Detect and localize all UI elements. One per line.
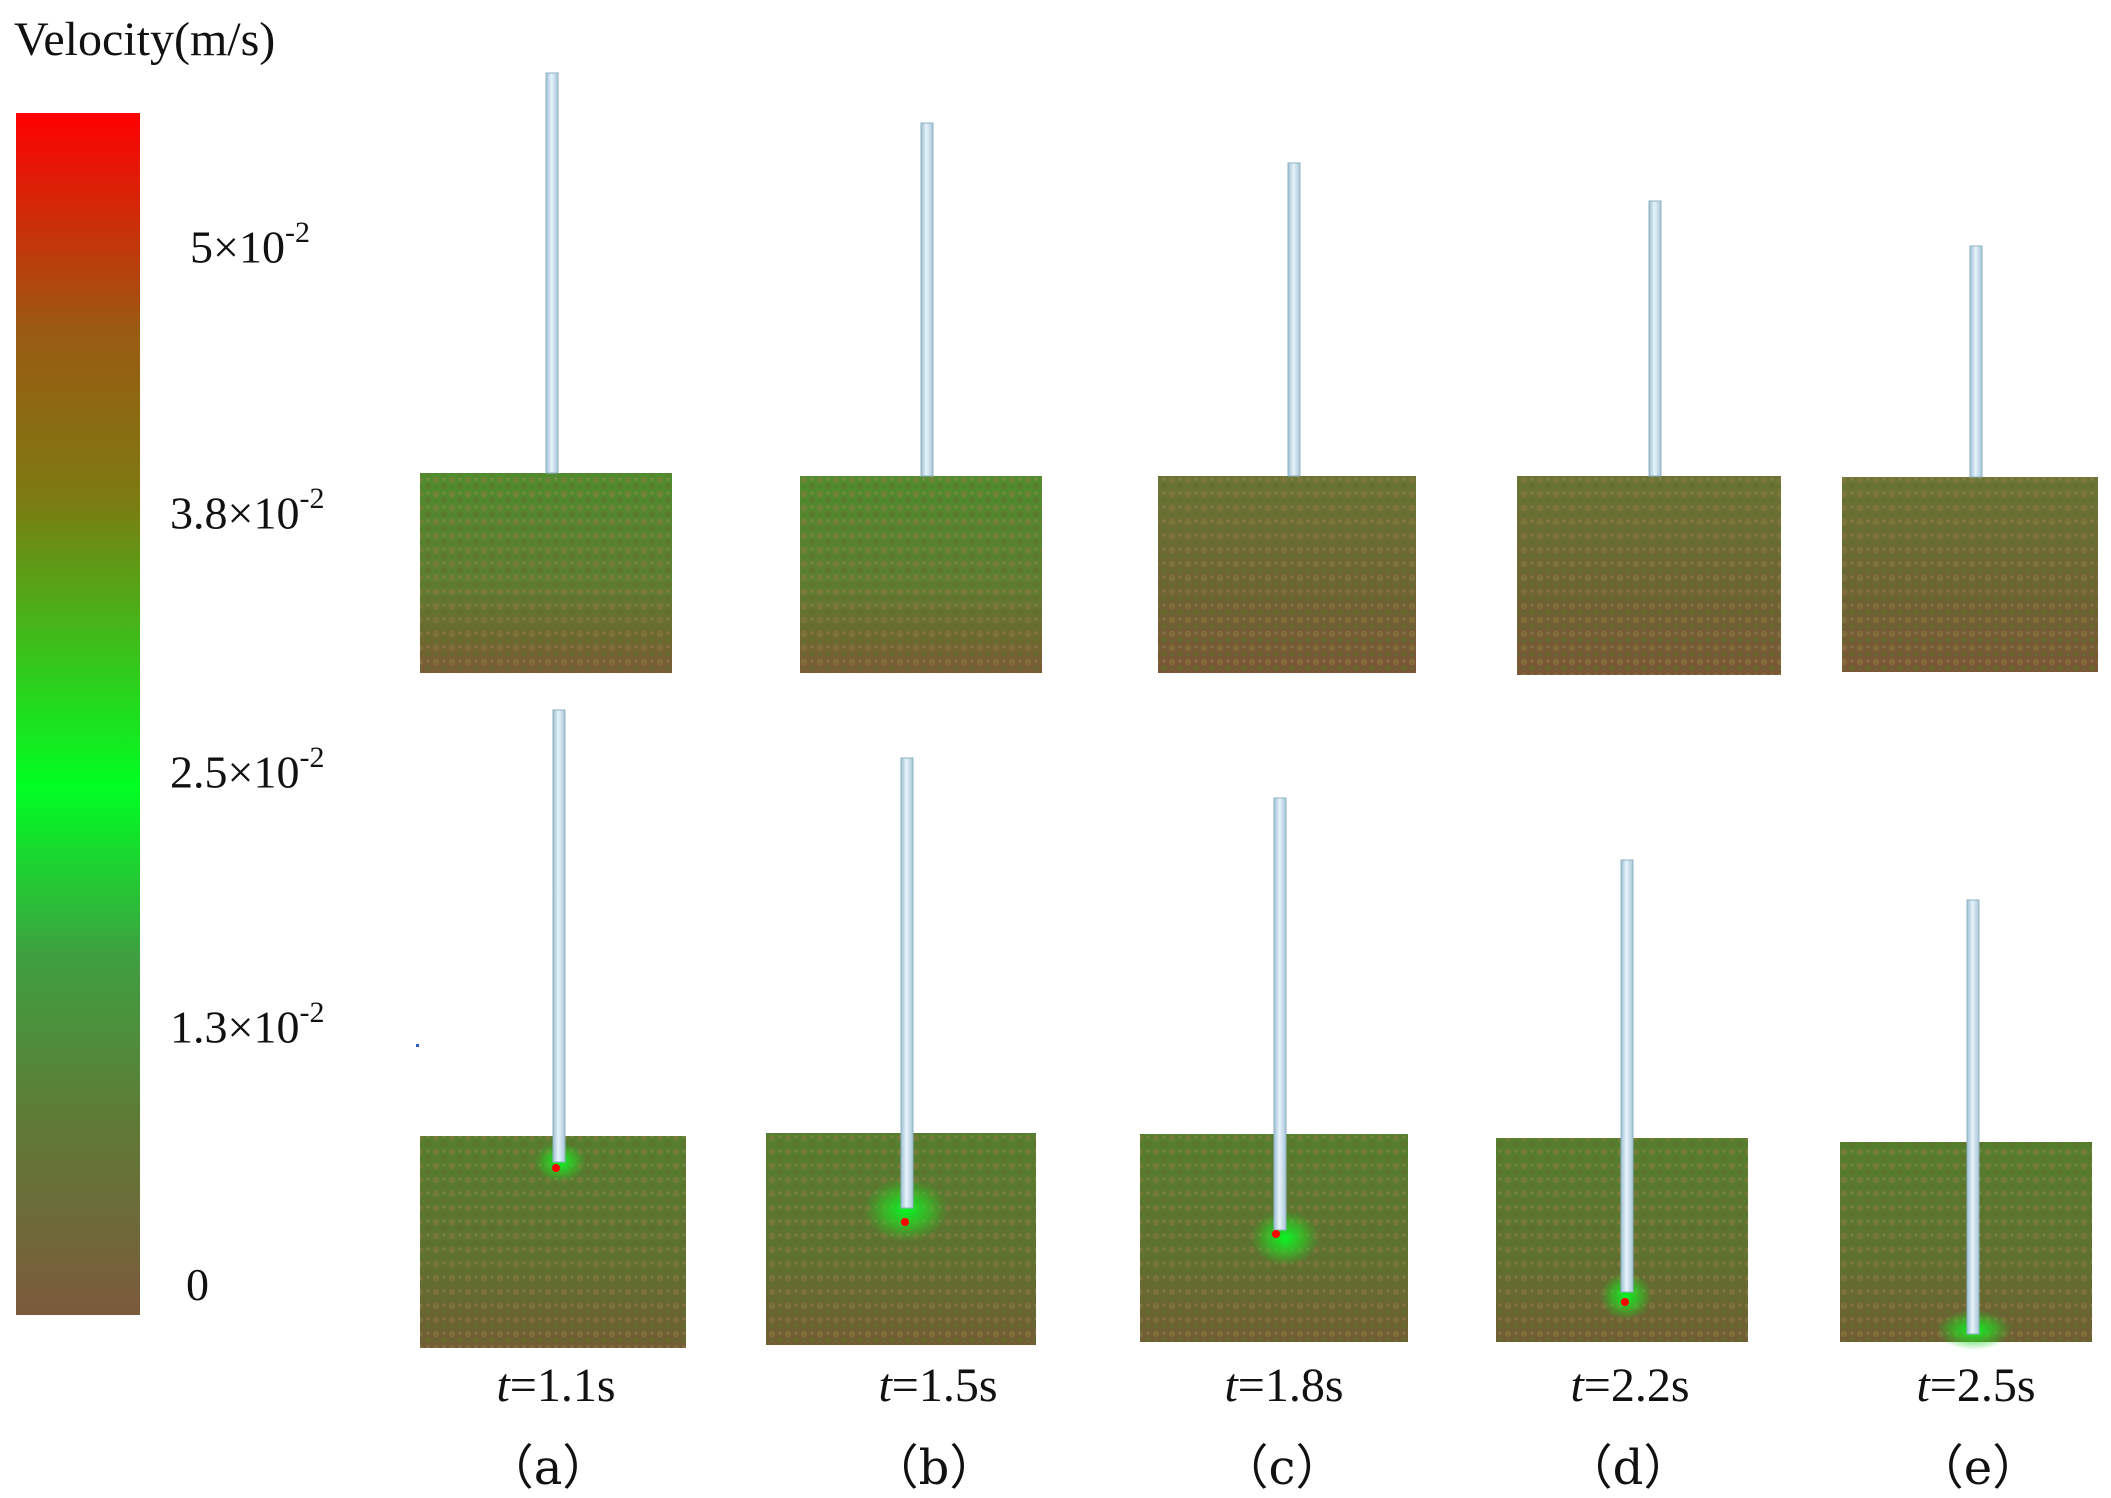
- time-label-c: t=1.8s: [1224, 1359, 1344, 1412]
- rod: [1969, 245, 1983, 478]
- legend-title: Velocity(m/s): [14, 13, 276, 66]
- peak-velocity-particle: [1621, 1298, 1629, 1306]
- colorbar-tick-1.3e-2: 1.3×10-2: [170, 996, 325, 1053]
- velocity-colorbar: [16, 113, 140, 1315]
- panel-a-top: [420, 72, 672, 673]
- panel-e-top: [1842, 245, 2098, 672]
- peak-velocity-particle: [1272, 1230, 1280, 1238]
- disturbed-zone: [1600, 1272, 1652, 1320]
- time-label-a: t=1.1s: [496, 1359, 616, 1412]
- rod: [1620, 859, 1634, 1293]
- panel-label-e: （e）: [1915, 1440, 2041, 1496]
- panel-b-top: [800, 122, 1042, 673]
- peak-velocity-particle: [552, 1164, 560, 1172]
- stray-dot: [416, 1044, 419, 1047]
- panel-label-c: （c）: [1220, 1440, 1344, 1496]
- rod: [552, 709, 566, 1163]
- panel-b-bottom: [766, 757, 1036, 1345]
- rod: [545, 72, 559, 474]
- panel-label-b: （b）: [870, 1440, 998, 1496]
- rod: [1966, 899, 1980, 1335]
- rod: [1287, 162, 1301, 477]
- panel-c-top: [1158, 162, 1416, 673]
- time-label-d: t=2.2s: [1570, 1359, 1690, 1412]
- rod: [920, 122, 934, 477]
- disturbed-zone: [864, 1178, 948, 1242]
- time-label-e: t=2.5s: [1916, 1359, 2036, 1412]
- rod: [1648, 200, 1662, 477]
- panel-d-top: [1517, 200, 1781, 675]
- colorbar-tick-3.8e-2: 3.8×10-2: [170, 482, 325, 539]
- peak-velocity-particle: [901, 1218, 909, 1226]
- colorbar-tick-2.5e-2: 2.5×10-2: [170, 741, 325, 798]
- rod: [1273, 797, 1287, 1231]
- panel-d-bottom: [1496, 859, 1748, 1342]
- rod: [900, 757, 914, 1209]
- colorbar-tick-5e-2: 5×10-2: [190, 216, 310, 273]
- panel-label-d: （d）: [1564, 1440, 1692, 1496]
- panel-e-bottom: [1840, 899, 2092, 1350]
- disturbed-zone: [1251, 1210, 1319, 1266]
- panel-c-bottom: [1140, 797, 1408, 1342]
- panel-label-a: （a）: [485, 1440, 611, 1496]
- colorbar-tick-0: 0: [186, 1259, 209, 1310]
- time-label-b: t=1.5s: [878, 1359, 998, 1412]
- panel-a-bottom: [420, 709, 686, 1348]
